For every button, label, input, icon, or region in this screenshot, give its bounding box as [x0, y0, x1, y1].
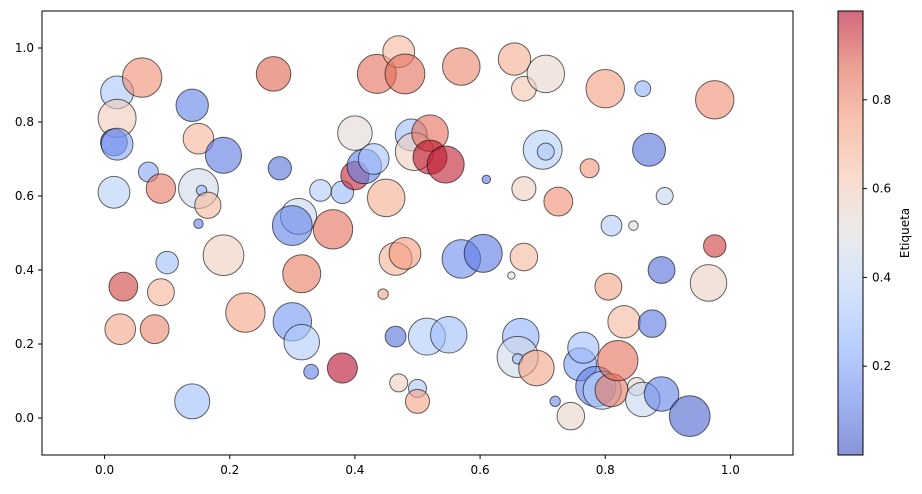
x-tick-label: 1.0: [721, 463, 740, 477]
scatter-point: [585, 68, 625, 109]
colorbar-tick-label: 0.2: [872, 359, 891, 373]
y-tick-label: 0.8: [15, 115, 34, 129]
scatter-point: [366, 178, 406, 218]
scatter-point: [549, 395, 561, 408]
colorbar-frame: [837, 10, 864, 456]
scatter-point: [384, 325, 407, 348]
scatter-point: [579, 158, 600, 179]
scatter-point: [225, 292, 266, 333]
x-tick-label: 0.2: [220, 463, 239, 477]
scatter-point: [100, 127, 134, 161]
scatter-point: [543, 186, 574, 217]
scatter-point: [695, 80, 735, 120]
scatter-point: [507, 271, 516, 280]
y-tick-label: 0.6: [15, 189, 34, 203]
scatter-point: [175, 88, 209, 123]
scatter-point: [108, 271, 139, 302]
scatter-point: [481, 174, 492, 185]
y-tick-label: 0.2: [15, 337, 34, 351]
scatter-point: [430, 315, 468, 354]
scatter-point: [526, 54, 566, 94]
scatter-point: [389, 373, 409, 393]
scatter-point: [384, 53, 426, 95]
scatter-point: [655, 187, 674, 205]
x-tick-label: 0.8: [596, 463, 615, 477]
scatter-point: [567, 331, 600, 364]
scatter-point: [497, 42, 532, 76]
scatter-point: [607, 305, 641, 339]
scatter-point: [155, 250, 179, 275]
scatter-point: [600, 214, 623, 237]
x-axis-ticks: 0.0 0.2 0.4 0.6 0.8 1.0: [95, 455, 740, 477]
scatter-point: [536, 142, 555, 161]
scatter-point: [104, 313, 137, 346]
scatter-point: [634, 80, 652, 98]
scatter-point: [357, 143, 390, 175]
scatter-point: [97, 175, 131, 209]
scatter-point: [146, 278, 175, 307]
scatter-point: [145, 173, 177, 204]
scatter-point: [388, 236, 422, 270]
scatter-point: [509, 242, 539, 272]
x-tick-label: 0.4: [345, 463, 364, 477]
plot-area: 0.0 0.2 0.4 0.6 0.8 1.0 0.0 0.2 0.4 0.6 0.8 1.0: [15, 10, 794, 477]
scatter-point: [643, 376, 680, 412]
scatter-point: [628, 220, 639, 231]
y-tick-label: 0.0: [15, 411, 34, 425]
scatter-point: [309, 179, 332, 202]
scatter-point: [267, 156, 292, 181]
scatter-point: [518, 349, 555, 387]
scatter-point: [511, 176, 537, 202]
scatter-point: [597, 339, 639, 382]
scatter-point: [703, 234, 727, 258]
scatter-point: [337, 115, 373, 151]
scatter-point: [326, 352, 358, 384]
colorbar-tick-label: 0.6: [872, 182, 891, 196]
colorbar-label: Etiqueta: [898, 208, 912, 258]
colorbar: 0.2 0.4 0.6 0.8 Etiqueta: [837, 10, 912, 456]
scatter-point: [594, 272, 623, 301]
scatter-point: [282, 254, 322, 294]
colorbar-ticks: 0.2 0.4 0.6 0.8: [863, 93, 891, 373]
scatter-point: [404, 388, 431, 414]
colorbar-tick-label: 0.4: [872, 270, 891, 284]
colorbar-gradient: [838, 11, 863, 455]
scatter-point: [442, 47, 481, 86]
scatter-point: [194, 191, 222, 219]
scatter-point: [312, 209, 354, 250]
scatter-point: [632, 132, 667, 167]
scatter-point: [121, 57, 163, 98]
scatter-point: [271, 205, 313, 247]
scatter-point: [202, 234, 245, 277]
scatter-point: [556, 401, 586, 431]
scatter-point: [668, 395, 711, 438]
scatter-point: [303, 363, 319, 380]
x-tick-label: 0.0: [95, 463, 114, 477]
scatter-point: [426, 145, 465, 184]
y-tick-label: 1.0: [15, 41, 34, 55]
x-tick-label: 0.6: [471, 463, 490, 477]
scatter-point: [182, 122, 215, 155]
scatter-point: [193, 218, 204, 229]
y-tick-label: 0.4: [15, 263, 34, 277]
scatter-point: [283, 323, 320, 361]
scatter-point: [377, 288, 389, 300]
scatter-point: [139, 314, 170, 345]
scatter-point: [174, 383, 211, 420]
scatter-point: [689, 264, 728, 302]
y-axis-ticks: 0.0 0.2 0.4 0.6 0.8 1.0: [15, 41, 42, 425]
scatter-point: [204, 136, 243, 174]
scatter-point: [647, 256, 676, 284]
scatter-points: [97, 35, 735, 438]
scatter-point: [637, 309, 667, 338]
colorbar-tick-label: 0.8: [872, 93, 891, 107]
scatter-point: [463, 233, 503, 273]
axes-frame: [41, 10, 794, 456]
scatter-point: [255, 56, 292, 92]
